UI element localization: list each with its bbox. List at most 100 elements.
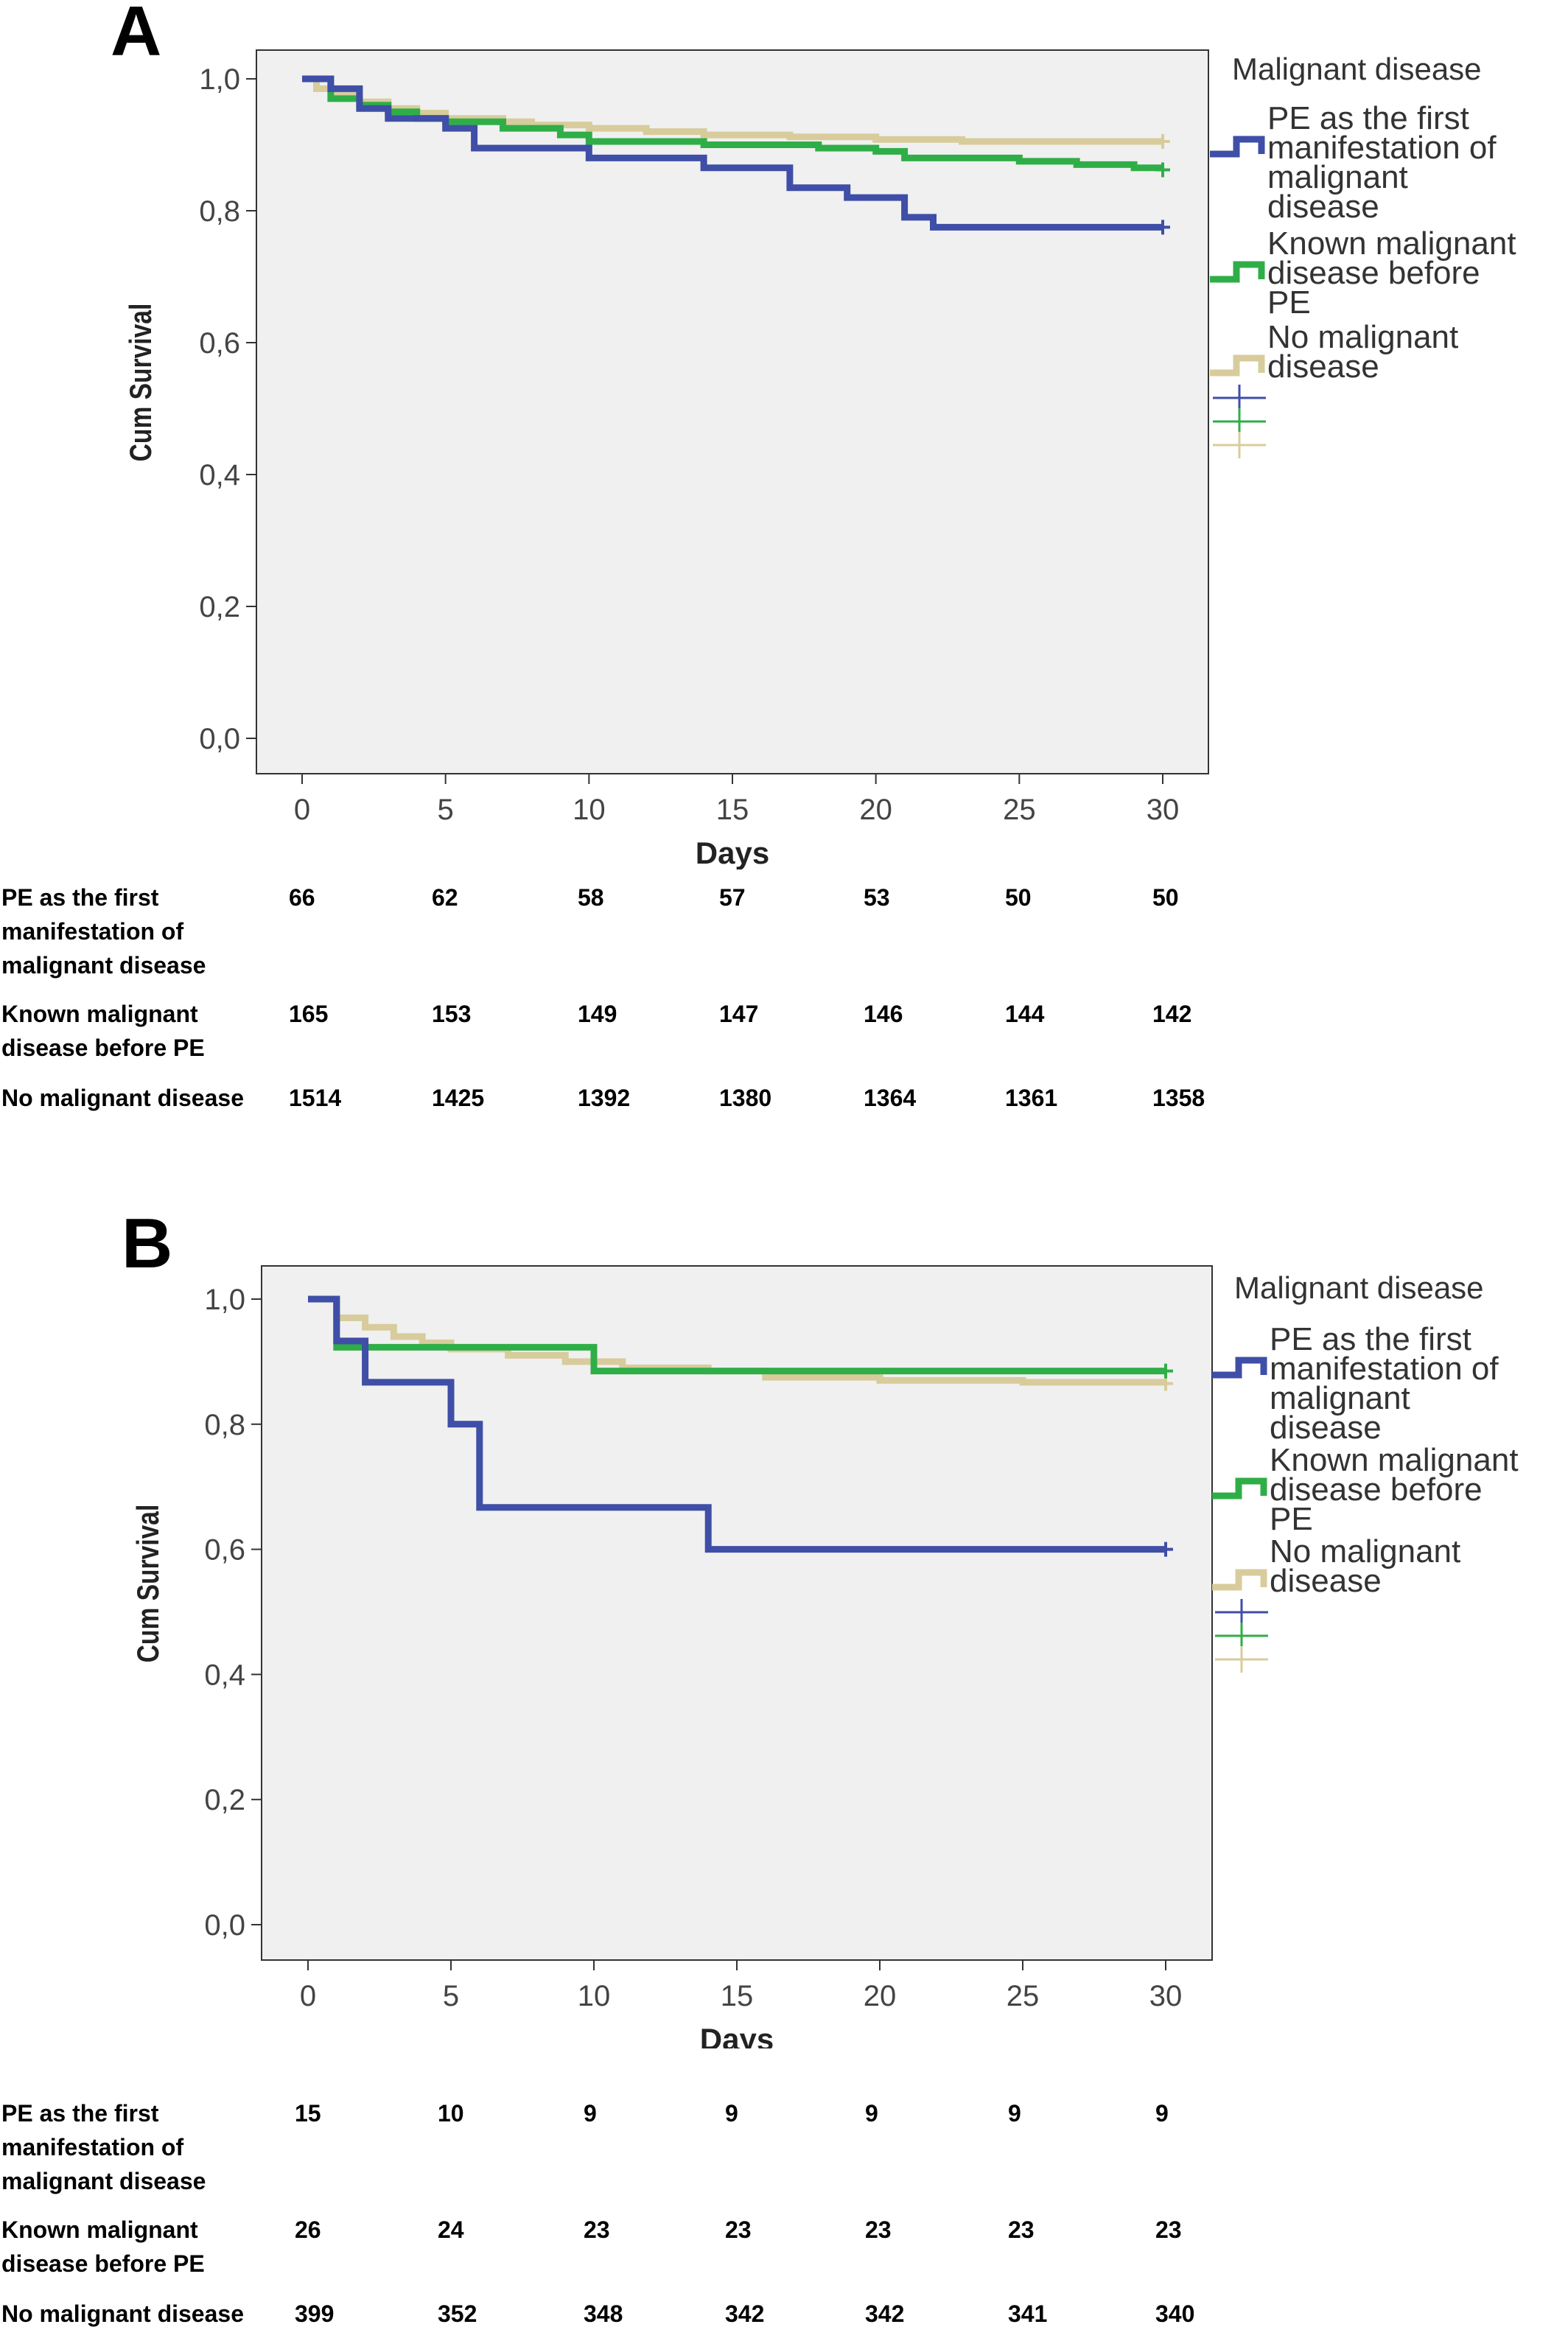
- risk-count: 9: [584, 2100, 597, 2127]
- y-tick-label: 0,6: [204, 1534, 245, 1567]
- x-tick-label: 15: [716, 794, 749, 826]
- risk-count: 1392: [578, 1085, 631, 1111]
- risk-count: 399: [295, 2300, 335, 2327]
- risk-count: 50: [1005, 884, 1032, 911]
- risk-count: 342: [725, 2300, 765, 2327]
- y-tick-label: 1,0: [199, 63, 240, 96]
- legend-swatch-pe-as-the-first-manifestation-of-malignant-disease: [1210, 136, 1265, 158]
- legend-label-line: PE: [1270, 1501, 1313, 1537]
- x-tick-label: 5: [443, 1980, 459, 2012]
- risk-row-label: PE as the first manifestation of malignant…: [1, 2100, 206, 2194]
- risk-count: 66: [289, 884, 315, 911]
- y-tick-label: 0,6: [199, 327, 240, 360]
- censor-mark-known-malignant-disease-before-pe: [1155, 162, 1170, 178]
- x-tick-label: 5: [438, 794, 454, 826]
- x-tick-label: 0: [300, 1980, 316, 2012]
- legend-label-line: PE as the first: [1270, 1321, 1471, 1357]
- censor-mark-no-malignant-disease: [1158, 1376, 1173, 1391]
- risk-count: 352: [438, 2300, 477, 2327]
- legend-label-pe-as-the-first-manifestation-of-malignant-disease: PE as the first manifestation of malignant…: [1267, 100, 1497, 225]
- y-tick-label: 0,4: [204, 1659, 245, 1691]
- risk-count: 342: [865, 2300, 905, 2327]
- risk-count: 9: [725, 2100, 738, 2127]
- legend-label-line: disease: [1267, 189, 1379, 225]
- x-tick-label: 20: [859, 794, 892, 826]
- km-line-no-malignant-disease: [308, 1295, 1166, 1386]
- risk-count: 62: [432, 884, 458, 911]
- x-tick-label: 30: [1149, 1980, 1183, 2012]
- x-tick-label: 0: [294, 794, 310, 826]
- legend-label-line: manifestation of: [1267, 130, 1497, 166]
- risk-count: 165: [289, 1001, 329, 1027]
- risk-count: 142: [1152, 1001, 1192, 1027]
- legend-label-line: disease before: [1267, 255, 1480, 291]
- legend-label-line: disease before: [1270, 1472, 1483, 1508]
- risk-count: 15: [295, 2100, 321, 2127]
- x-axis-label: Days: [696, 836, 769, 869]
- y-tick-label: 0,0: [199, 723, 240, 755]
- risk-count: 23: [1155, 2216, 1182, 2243]
- risk-count: 53: [864, 884, 890, 911]
- censor-mark-pe-as-the-first-manifestation-of-malignant-disease: [1158, 1542, 1173, 1557]
- censor-mark-no-malignant-disease: [1155, 134, 1170, 150]
- y-tick-label: 1,0: [204, 1284, 245, 1316]
- legend-label-line: Known malignant: [1267, 225, 1516, 262]
- risk-count: 147: [719, 1001, 759, 1027]
- legend-label-line: PE: [1267, 284, 1311, 321]
- risk-count: 348: [584, 2300, 623, 2327]
- risk-count: 144: [1005, 1001, 1045, 1027]
- risk-row-label: Known malignant disease before PE: [1, 2216, 205, 2277]
- risk-count: 1514: [289, 1085, 342, 1111]
- risk-count: 50: [1152, 884, 1179, 911]
- y-axis-label: Cum Survival: [132, 1505, 166, 1663]
- legend-label-no-malignant-disease: No malignant disease: [1267, 319, 1458, 385]
- y-axis-label: Cum Survival: [125, 304, 158, 462]
- legend-label-line: disease: [1267, 349, 1379, 385]
- legend-swatch-pe-as-the-first-manifestation-of-malignant-disease: [1212, 1357, 1267, 1379]
- panel-a: A 0,0 0,2 0,4 0,6 0,8 1,0 0 5 10 15 20 25 30 Days Cum S…: [0, 0, 1568, 1164]
- legend-label-line: malignant: [1267, 159, 1408, 195]
- legend-swatch-no-malignant-disease: [1212, 1569, 1267, 1591]
- risk-count: 24: [438, 2216, 464, 2243]
- legend-label-pe-as-the-first-manifestation-of-malignant-disease: PE as the first manifestation of malignant…: [1270, 1321, 1499, 1446]
- legend-label-line: Known malignant: [1270, 1442, 1519, 1478]
- risk-count: 10: [438, 2100, 464, 2127]
- y-tick-label: 0,2: [199, 591, 240, 623]
- censor-mark-known-malignant-disease-before-pe: [1158, 1363, 1173, 1379]
- risk-count: 341: [1008, 2300, 1048, 2327]
- x-tick-label: 25: [1003, 794, 1036, 826]
- legend-label-line: PE as the first: [1267, 100, 1469, 136]
- risk-count: 146: [864, 1001, 903, 1027]
- legend-title: Malignant disease: [1232, 52, 1482, 86]
- risk-count: 1425: [432, 1085, 485, 1111]
- risk-count: 149: [578, 1001, 617, 1027]
- legend-swatch-no-malignant-disease: [1210, 354, 1265, 377]
- risk-count: 58: [578, 884, 604, 911]
- risk-row-label: No malignant disease: [1, 1085, 244, 1111]
- legend-label-line: disease: [1270, 1410, 1382, 1446]
- x-tick-label: 25: [1007, 1980, 1040, 2012]
- risk-count: 23: [865, 2216, 892, 2243]
- legend-label-line: manifestation of: [1270, 1351, 1499, 1387]
- y-tick-label: 0,0: [204, 1909, 245, 1942]
- km-line-pe-as-the-first-manifestation-of-malignant-disease: [308, 1295, 1166, 1553]
- survival-chart-a: A 0,0 0,2 0,4 0,6 0,8 1,0 0 5 10 15 20 25 30 Days Cum S…: [111, 0, 1516, 869]
- y-tick-label: 0,2: [204, 1784, 245, 1816]
- risk-count: 1380: [719, 1085, 772, 1111]
- panel-b: B 0,0 0,2 0,4 0,6 0,8 1,0 0 5 10 15 20 25 30 Days Cum S…: [0, 1179, 1568, 2341]
- legend-label-line: No malignant: [1270, 1533, 1460, 1570]
- risk-count: 1364: [864, 1085, 917, 1111]
- legend-label-known-malignant-disease-before-pe: Known malignant disease before PE: [1267, 225, 1516, 321]
- risk-row-label: PE as the first manifestation of malignant…: [1, 884, 206, 979]
- legend-label-known-malignant-disease-before-pe: Known malignant disease before PE: [1270, 1442, 1519, 1537]
- legend-label-line: malignant: [1270, 1380, 1410, 1416]
- risk-count: 9: [1008, 2100, 1021, 2127]
- x-axis-label: Days: [700, 2022, 774, 2048]
- x-tick-label: 10: [573, 794, 606, 826]
- censor-mark-pe-as-the-first-manifestation-of-malignant-disease: [1155, 220, 1170, 235]
- km-line-pe-as-the-first-manifestation-of-malignant-disease: [302, 75, 1163, 231]
- risk-count: 1358: [1152, 1085, 1205, 1111]
- panel-letter: B: [122, 1204, 172, 1283]
- risk-count: 1361: [1005, 1085, 1058, 1111]
- x-tick-label: 10: [578, 1980, 611, 2012]
